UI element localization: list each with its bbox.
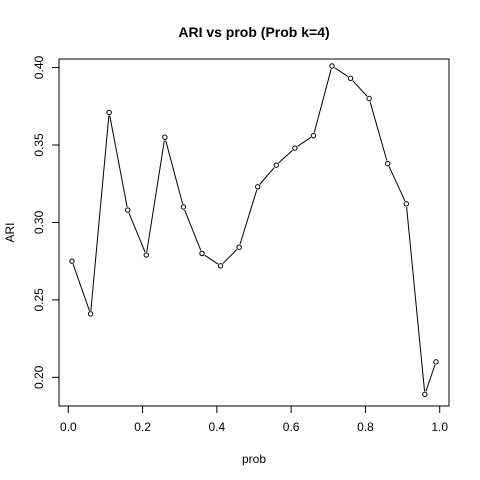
series-line-segment	[147, 140, 165, 251]
data-point	[107, 110, 111, 114]
y-tick-label: 0.20	[32, 365, 46, 389]
y-axis: 0.20 0.25 0.30 0.35 0.40	[32, 56, 59, 390]
series-line-segment	[110, 116, 127, 207]
data-point	[200, 251, 204, 255]
data-point	[311, 133, 315, 137]
series-line-segment	[426, 365, 435, 391]
y-tick-label: 0.30	[32, 210, 46, 234]
series-line-segment	[129, 213, 145, 252]
data-point	[88, 312, 92, 316]
data-point	[144, 253, 148, 257]
data-point	[256, 185, 260, 189]
x-tick-label: 0.2	[134, 420, 151, 434]
series-ari	[70, 64, 438, 397]
x-tick-label: 0.6	[283, 420, 300, 434]
data-point	[423, 392, 427, 396]
data-point	[367, 96, 371, 100]
data-point	[163, 135, 167, 139]
data-point	[434, 360, 438, 364]
series-line-segment	[185, 210, 201, 251]
y-tick-label: 0.40	[32, 56, 46, 80]
data-point	[348, 76, 352, 80]
series-line-segment	[335, 68, 348, 77]
series-line-segment	[260, 168, 274, 185]
plot-frame	[59, 59, 449, 406]
data-point	[126, 208, 130, 212]
series-line-segment	[223, 249, 237, 263]
data-point	[293, 146, 297, 150]
x-axis: 0.0 0.2 0.4 0.6 0.8 1.0	[60, 406, 448, 434]
series-line-segment	[279, 150, 293, 163]
x-tick-label: 0.8	[357, 420, 374, 434]
series-line-segment	[314, 69, 331, 133]
x-axis-label: prob	[242, 452, 266, 466]
x-tick-label: 0.4	[209, 420, 226, 434]
series-line-segment	[298, 137, 311, 146]
data-point	[70, 259, 74, 263]
data-point	[237, 245, 241, 249]
chart-title: ARI vs prob (Prob k=4)	[178, 24, 329, 40]
x-tick-label: 1.0	[431, 420, 448, 434]
data-point	[274, 163, 278, 167]
data-point	[330, 64, 334, 68]
y-tick-label: 0.35	[32, 133, 46, 157]
y-tick-label: 0.25	[32, 288, 46, 312]
series-line-segment	[205, 255, 218, 264]
series-line-segment	[166, 140, 183, 204]
series-line-segment	[73, 264, 89, 311]
data-point	[181, 205, 185, 209]
data-point	[386, 161, 390, 165]
x-tick-label: 0.0	[60, 420, 77, 434]
y-axis-label: ARI	[3, 222, 17, 242]
series-line-segment	[353, 81, 367, 96]
series-line-segment	[240, 190, 257, 244]
data-point	[218, 264, 222, 268]
series-line-segment	[370, 102, 387, 161]
series-line-segment	[407, 207, 425, 391]
series-line-segment	[389, 166, 405, 200]
data-point	[404, 202, 408, 206]
series-line-segment	[91, 116, 109, 311]
